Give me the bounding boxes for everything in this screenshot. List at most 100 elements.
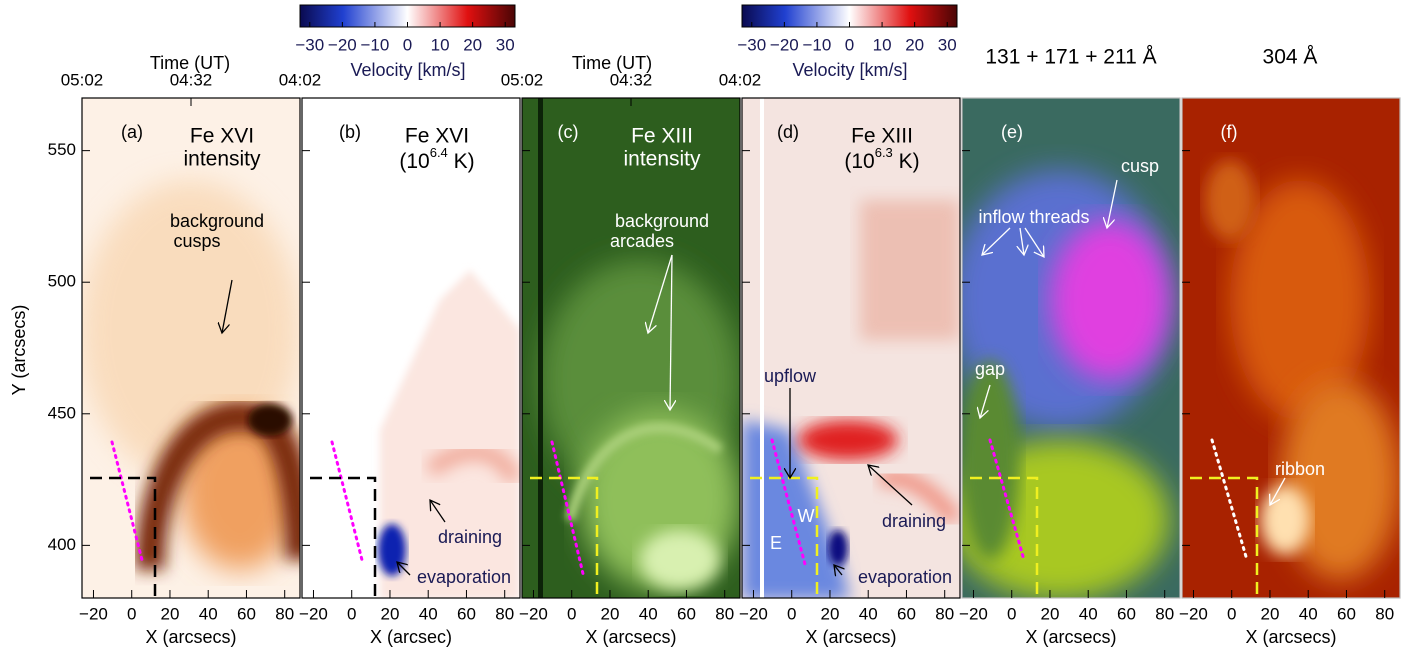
annotation: evaporation	[417, 567, 511, 587]
colorbar-tick-label: 30	[496, 35, 515, 54]
x-tick-label: 40	[419, 604, 438, 623]
x-axis-label: X (arcsecs)	[1025, 627, 1116, 647]
x-tick-label: 60	[677, 604, 696, 623]
time-tick-label: 05:02	[61, 70, 104, 89]
x-tick-label: 0	[347, 604, 356, 623]
annotation: upflow	[764, 366, 817, 386]
panel-frame	[1181, 97, 1401, 599]
colorbar-tick-label: −30	[737, 35, 766, 54]
annotation: evaporation	[858, 567, 952, 587]
temperature: (106.4 K)	[399, 145, 474, 172]
colorbar-tick-label: −30	[295, 35, 324, 54]
x-tick-label: 0	[127, 604, 136, 623]
colorbar-label: Velocity [km/s]	[350, 60, 465, 80]
colorbar-tick-label: 20	[463, 35, 482, 54]
y-tick-label: 400	[48, 535, 76, 554]
image-a	[82, 98, 300, 598]
time-tick-label: 04:32	[610, 70, 653, 89]
time-tick-label: 04:32	[170, 70, 213, 89]
x-tick-label: −20	[299, 604, 328, 623]
colorbar-tick-label: 20	[905, 35, 924, 54]
x-tick-label: 20	[821, 604, 840, 623]
x-tick-label: 80	[715, 604, 734, 623]
x-tick-label: −20	[79, 604, 108, 623]
x-tick-label: 60	[897, 604, 916, 623]
x-tick-label: 20	[601, 604, 620, 623]
x-axis-label: X (arcsecs)	[145, 627, 236, 647]
x-tick-label: 0	[787, 604, 796, 623]
x-axis-label: X (arcsec)	[370, 627, 452, 647]
panel-frame	[301, 97, 521, 599]
x-tick-label: 60	[237, 604, 256, 623]
annotation: E	[770, 533, 782, 553]
x-tick-label: 80	[275, 604, 294, 623]
x-tick-label: 20	[1261, 604, 1280, 623]
x-axis-label: X (arcsecs)	[805, 627, 896, 647]
x-tick-label: −20	[519, 604, 548, 623]
x-tick-label: 20	[161, 604, 180, 623]
panel-title: Fe XIII	[631, 125, 693, 148]
arrows	[222, 179, 1286, 575]
dotted-lines	[110, 438, 1249, 580]
x-tick-label: 60	[1337, 604, 1356, 623]
dashed-box	[90, 476, 1259, 598]
time-tick-label: 05:02	[501, 70, 544, 89]
y-tick-label: 450	[48, 403, 76, 422]
annotation: background	[615, 211, 709, 231]
panel-tag: (c)	[558, 122, 579, 142]
image-c	[522, 98, 740, 598]
panel-title: Fe XVI	[190, 125, 254, 148]
annotation: gap	[975, 359, 1005, 379]
x-tick-label: 20	[381, 604, 400, 623]
annotation: background	[170, 211, 264, 231]
x-tick-label: 40	[1079, 604, 1098, 623]
panel-b-text: (b) Fe XVI (106.4 K) draining evaporatio…	[339, 122, 511, 587]
image-f	[1182, 98, 1400, 598]
x-tick-label: 40	[859, 604, 878, 623]
panel-d-text: (d) Fe XIII (106.3 K) upflow W E drainin…	[764, 122, 952, 587]
panel-title: intensity	[623, 148, 701, 171]
colorbar-label: Velocity [km/s]	[792, 60, 907, 80]
annotation: draining	[438, 527, 502, 547]
x-tick-label: 60	[1117, 604, 1136, 623]
panel-title: intensity	[183, 148, 261, 171]
panel-f-text: (f) ribbon	[1221, 122, 1326, 479]
colorbar-tick-label: −10	[361, 35, 390, 54]
image-d	[742, 98, 960, 598]
panel-tag: (b)	[339, 122, 361, 142]
colorbar-tick-label: −20	[328, 35, 357, 54]
colorbar-tick-label: 30	[938, 35, 957, 54]
x-tick-label: −20	[959, 604, 988, 623]
time-tick-label: 04:02	[279, 70, 322, 89]
panel-tag: (e)	[1001, 122, 1023, 142]
panel-frame	[961, 97, 1181, 599]
annotation: W	[798, 506, 815, 526]
x-axis-label: X (arcsecs)	[1245, 627, 1336, 647]
annotation: draining	[882, 511, 946, 531]
panel-frame	[741, 97, 961, 599]
y-tick-label: 500	[48, 272, 76, 291]
colorbar-tick-label: −10	[803, 35, 832, 54]
x-tick-label: −20	[739, 604, 768, 623]
panel-title: Fe XVI	[405, 125, 469, 148]
annotation: inflow threads	[978, 207, 1089, 227]
x-axis-label: X (arcsecs)	[585, 627, 676, 647]
x-tick-label: 0	[567, 604, 576, 623]
panel-e-text: (e) inflow threads cusp gap	[975, 122, 1159, 379]
panel-header: 131 + 171 + 211 Å	[985, 46, 1156, 69]
x-tick-label: 20	[1041, 604, 1060, 623]
panel-title: Fe XIII	[851, 125, 913, 148]
colorbar-tick-label: 10	[431, 35, 450, 54]
image-e	[962, 98, 1180, 598]
annotation: cusps	[173, 231, 220, 251]
x-tick-label: −20	[1179, 604, 1208, 623]
panel-header: 304 Å	[1263, 46, 1318, 69]
y-axis-label: Y (arcsecs)	[9, 305, 29, 396]
panel-c-text: (c) Fe XIII intensity background arcades	[558, 122, 710, 251]
y-tick-label: 550	[48, 140, 76, 159]
time-axis-label: Time (UT)	[150, 53, 230, 73]
annotation: arcades	[610, 231, 674, 251]
image-b	[302, 98, 520, 598]
